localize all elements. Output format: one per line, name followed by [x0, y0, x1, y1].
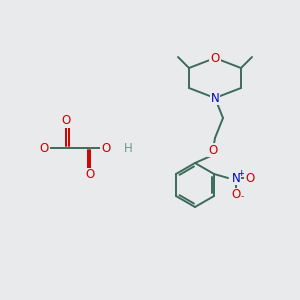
Text: -: -	[240, 193, 244, 202]
Text: N: N	[211, 92, 219, 104]
Text: O: O	[85, 169, 94, 182]
Text: H: H	[124, 142, 132, 154]
Text: O: O	[210, 52, 220, 64]
Text: N: N	[232, 172, 240, 184]
Text: O: O	[101, 142, 111, 154]
Text: O: O	[208, 143, 217, 157]
Text: +: +	[237, 169, 245, 178]
Text: O: O	[245, 172, 255, 184]
Text: O: O	[39, 142, 49, 154]
Text: O: O	[61, 115, 70, 128]
Text: O: O	[231, 188, 241, 202]
